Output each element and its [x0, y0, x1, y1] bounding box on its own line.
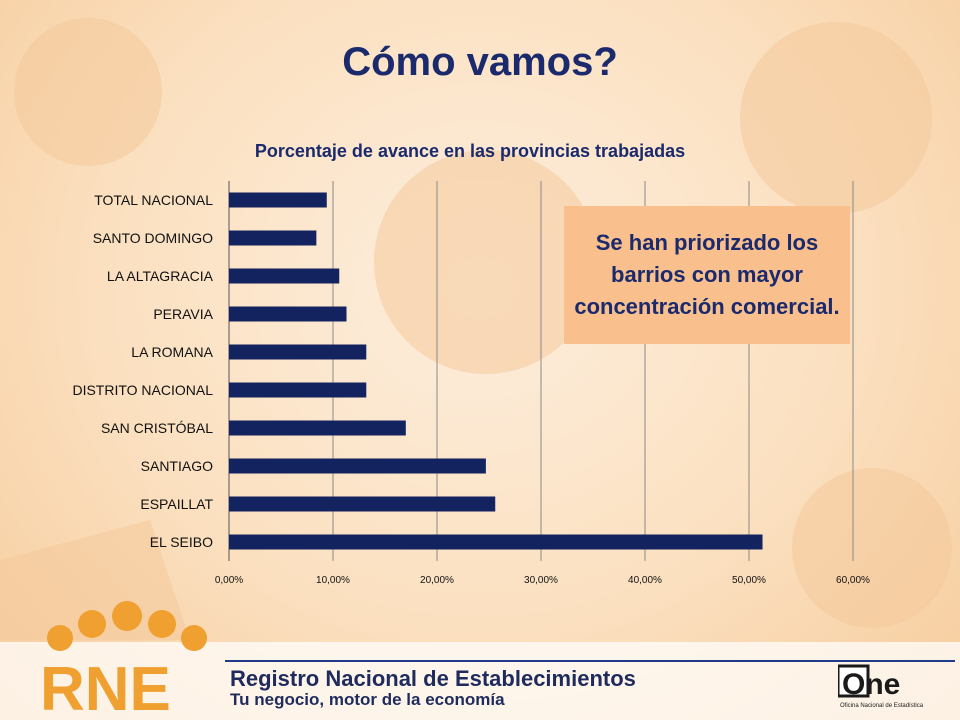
bar [229, 458, 486, 474]
one-logo: One Oficina Nacional de Estadística [838, 664, 924, 709]
x-tick-label: 40,00% [628, 575, 662, 586]
y-category-label: TOTAL NACIONAL [94, 192, 213, 208]
one-logo-text: One [842, 668, 900, 701]
burger-pin-icon [148, 610, 176, 638]
person-pin-icon [374, 150, 598, 374]
y-category-label: SANTO DOMINGO [93, 230, 213, 246]
y-category-label: SANTIAGO [141, 458, 213, 474]
one-logo-caption: Oficina Nacional de Estadística [840, 703, 924, 709]
bar [229, 534, 763, 550]
person-pin-icon [112, 601, 142, 631]
x-tick-label: 10,00% [316, 575, 350, 586]
y-category-label: DISTRITO NACIONAL [72, 382, 213, 398]
bar [229, 268, 340, 284]
y-category-label: EL SEIBO [150, 534, 213, 550]
rne-logo: RNE [40, 601, 207, 716]
rne-logo-text: RNE [40, 655, 171, 716]
footer-divider [225, 660, 955, 662]
y-category-label: PERAVIA [153, 306, 213, 322]
y-category-label: LA ROMANA [131, 344, 213, 360]
bar [229, 382, 367, 398]
factory-pin-icon [47, 625, 73, 651]
shopping-cart-pin-icon [14, 18, 162, 166]
x-tick-label: 50,00% [732, 575, 766, 586]
y-category-label: LA ALTAGRACIA [107, 268, 214, 284]
bar [229, 306, 347, 322]
bar [229, 230, 317, 246]
factory-icon [0, 520, 190, 640]
x-tick-label: 20,00% [420, 575, 454, 586]
bar [229, 192, 327, 208]
bar [229, 496, 496, 512]
scissors-comb-pin-icon [792, 468, 952, 628]
chart-title: Porcentaje de avance en las provincias t… [254, 141, 686, 161]
x-tick-label: 60,00% [836, 575, 870, 586]
bar-chart: 0,00% 10,00% 20,00% 30,00% 40,00% 50,00% 60,00… [72, 181, 870, 586]
registry-title: Registro Nacional de Establecimientos [230, 666, 636, 691]
one-logo-box [838, 664, 870, 698]
bar [229, 420, 406, 436]
page-title: Cómo vamos? [342, 40, 618, 84]
registry-subtitle: Tu negocio, motor de la economía [230, 690, 505, 709]
cart-pin-icon [78, 610, 106, 638]
bar [229, 344, 367, 360]
burger-pin-icon [740, 22, 932, 214]
y-category-label: SAN CRISTÓBAL [101, 420, 213, 436]
tools-pin-icon [181, 625, 207, 651]
note-box: Se han priorizado los barrios con mayor … [564, 206, 850, 344]
x-tick-label: 0,00% [215, 575, 243, 586]
footer-band [0, 642, 960, 720]
x-tick-label: 30,00% [524, 575, 558, 586]
y-category-label: ESPAILLAT [140, 496, 213, 512]
